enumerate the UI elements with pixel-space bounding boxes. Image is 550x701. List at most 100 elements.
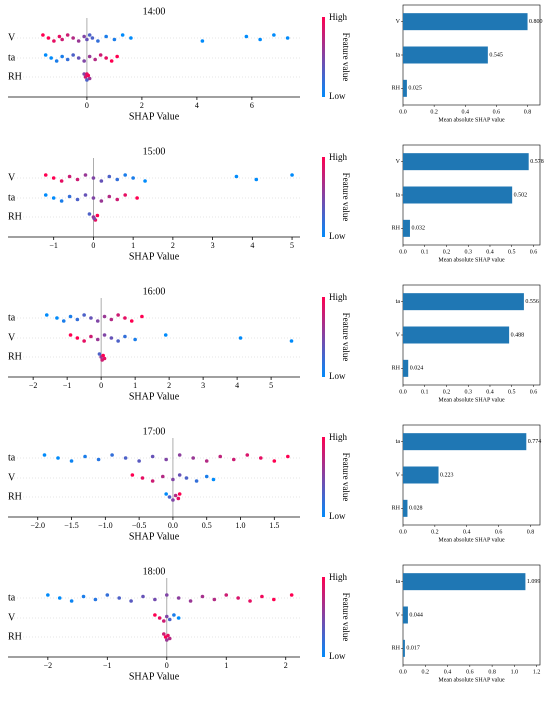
shap-dot: [42, 453, 47, 457]
shap-dot: [248, 599, 252, 603]
x-tick-label: 1.2: [533, 669, 541, 675]
x-tick-label: 4: [250, 241, 254, 250]
shap-dot: [82, 339, 86, 343]
shap-dot: [71, 53, 75, 57]
shap-dot: [83, 75, 88, 79]
x-tick-label: 2: [140, 101, 144, 110]
value-label: 0.044: [409, 612, 423, 618]
chart-title: 16:00: [143, 286, 166, 297]
shap-dot: [234, 174, 239, 179]
shap-dot: [85, 72, 89, 76]
bar: [403, 433, 527, 451]
shap-dot: [290, 173, 294, 177]
shap-dot: [188, 599, 193, 603]
shap-dot: [57, 596, 62, 600]
colorbar: [322, 297, 325, 377]
x-tick-label: 0.3: [464, 249, 472, 255]
x-tick-label: 1: [133, 381, 137, 390]
shap-dot: [109, 59, 114, 63]
shap-dot: [167, 636, 172, 641]
x-tick-label: 2: [167, 381, 171, 390]
shap-dot: [177, 453, 182, 457]
shap-dot: [65, 57, 70, 62]
colorbar-low: Low: [329, 371, 346, 381]
x-tick-label: 0.6: [530, 249, 538, 255]
shap-dot: [130, 473, 135, 477]
shap-dot: [87, 33, 92, 37]
bar: [403, 13, 528, 31]
colorbar: [322, 577, 325, 657]
x-tick-label: 0.2: [430, 109, 438, 115]
bar: [403, 573, 526, 591]
shap-dot: [164, 614, 169, 619]
colorbar-low: Low: [329, 651, 346, 661]
x-tick-label: 0.1: [421, 389, 429, 395]
shap-dot: [184, 476, 189, 480]
x-tick-label: −1.5: [64, 521, 79, 530]
shap-dot: [76, 39, 81, 43]
shap-dot: [95, 319, 100, 323]
x-tick-label: 1.5: [269, 521, 279, 530]
bar: [403, 219, 410, 237]
x-tick-label: 1.0: [511, 669, 519, 675]
x-tick-label: 3: [211, 241, 215, 250]
shap-dot: [272, 459, 277, 463]
shap-dot: [67, 194, 72, 199]
shap-dot: [141, 594, 145, 599]
shap-dot: [171, 477, 175, 482]
shap-dot: [140, 314, 144, 319]
x-tick-label: 0.5: [202, 521, 212, 530]
x-tick-label: 0.0: [168, 521, 178, 530]
colorbar-label: Feature value: [341, 33, 351, 82]
shap-dot: [289, 339, 294, 343]
value-label: 0.017: [406, 646, 420, 652]
bar: [403, 466, 439, 484]
category-label: ta: [396, 579, 401, 585]
shap-dot: [177, 473, 182, 477]
x-tick-label: 0: [99, 381, 103, 390]
shap-dot: [160, 474, 165, 479]
x-tick-label: 3: [201, 381, 205, 390]
shap-dot: [107, 194, 112, 199]
category-label: RH: [392, 226, 401, 232]
shap-dot: [83, 173, 88, 177]
colorbar-high: High: [329, 292, 348, 302]
x-tick-label: −1: [103, 661, 112, 670]
shap-dot: [194, 479, 199, 483]
shap-dot: [150, 454, 155, 459]
shap-dot: [166, 633, 170, 638]
x-axis-label: SHAP Value: [129, 111, 180, 122]
shap-dot: [236, 596, 240, 600]
shap-dot: [104, 56, 108, 60]
shap-dot: [204, 474, 209, 479]
shap-dot: [224, 593, 229, 597]
feature-label: ta: [8, 52, 16, 63]
shap-dot: [129, 599, 133, 603]
category-label: V: [396, 19, 401, 25]
shap-dot: [115, 54, 119, 59]
shap-dot: [172, 613, 176, 617]
shap-dot: [109, 336, 114, 340]
x-tick-label: 0.5: [508, 389, 516, 395]
shap-dot: [67, 174, 72, 179]
shap-dot: [218, 454, 223, 459]
x-tick-label: 1.0: [236, 521, 246, 530]
value-label: 0.556: [525, 299, 539, 305]
category-label: ta: [396, 299, 401, 305]
x-tick-label: −2: [44, 661, 53, 670]
shap-dot: [96, 457, 101, 462]
shap-dot: [82, 313, 86, 317]
shap-dot: [177, 492, 182, 496]
feature-label: V: [8, 472, 16, 483]
x-axis-label: Mean absolute SHAP value: [438, 397, 505, 403]
category-label: V: [396, 612, 401, 618]
shap-dot: [150, 479, 155, 483]
shap-dot: [92, 216, 97, 221]
shap-dot: [75, 336, 80, 340]
colorbar-low: Low: [329, 231, 346, 241]
bar: [403, 499, 408, 517]
shap-dot: [68, 314, 73, 319]
colorbar-high: High: [329, 432, 348, 442]
colorbar: [322, 437, 325, 517]
category-label: RH: [392, 366, 401, 372]
